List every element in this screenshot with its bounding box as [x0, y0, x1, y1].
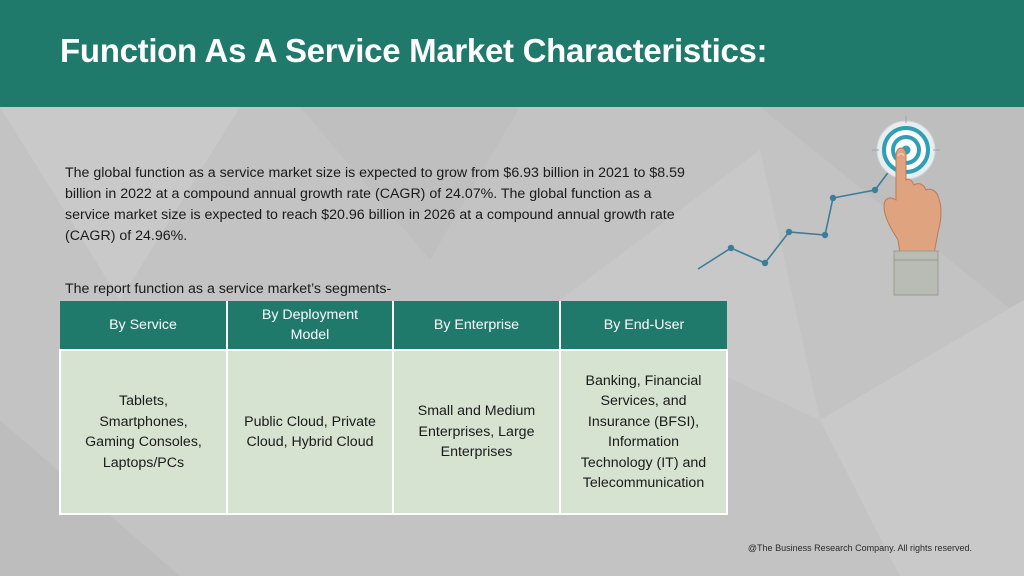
segments-label: The report function as a service market’…	[65, 281, 392, 297]
segment-header-deployment-model: By Deployment Model	[227, 301, 394, 351]
segment-content-service: Tablets, Smartphones, Gaming Consoles, L…	[59, 349, 228, 515]
segment-content-enterprise: Small and Medium Enterprises, Large Ente…	[392, 349, 561, 515]
segments-table: By Service By Deployment Model By Enterp…	[59, 301, 728, 515]
page-title: Function As A Service Market Characteris…	[60, 32, 768, 69]
growth-line-graph-with-hand-touching-target-icon	[697, 116, 942, 296]
intro-paragraph: The global function as a service market …	[65, 165, 685, 244]
copyright-notice: @The Business Research Company. All righ…	[747, 543, 972, 553]
header-bar: Function As A Service Market Characteris…	[0, 0, 1024, 107]
segment-content-end-user: Banking, Financial Services, and Insuran…	[559, 349, 728, 515]
segments-header-row: By Service By Deployment Model By Enterp…	[60, 301, 727, 351]
segment-header-service: By Service	[60, 301, 228, 351]
segment-content-deployment-model: Public Cloud, Private Cloud, Hybrid Clou…	[226, 349, 394, 515]
segment-header-enterprise: By Enterprise	[393, 301, 561, 351]
segment-header-end-user: By End-User	[560, 301, 727, 351]
segments-content-row: Tablets, Smartphones, Gaming Consoles, L…	[59, 349, 728, 515]
